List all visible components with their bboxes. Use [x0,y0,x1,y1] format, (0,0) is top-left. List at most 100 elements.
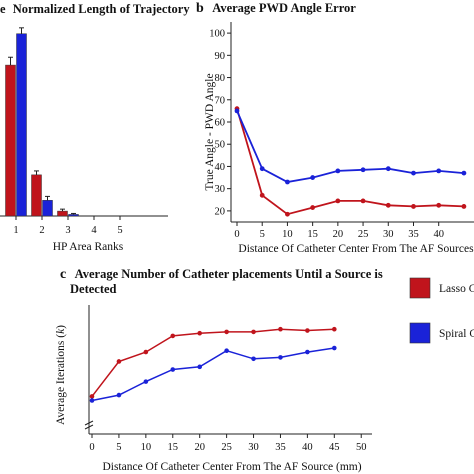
data-point [461,170,467,176]
data-point [251,356,256,362]
y-tick-label: 30 [215,184,226,195]
panel-a-title-text: Normalized Length of Trajectory [13,2,191,16]
x-tick-label: 15 [168,442,179,453]
panel-c-ticks: 0 5 10 15 20 25 30 35 40 45 50 [89,434,366,453]
data-point [335,198,341,204]
data-point [461,204,467,209]
panel-c-ylabel-text: Average Iterations ( [55,334,67,425]
data-point [89,394,95,399]
axis-break [84,424,94,430]
data-point [285,179,290,185]
series-line-0 [236,108,464,216]
y-tick-label: 90 [215,51,226,62]
panel-c-series [89,326,337,403]
panel-c-axes [84,305,372,435]
data-point [385,202,391,208]
x-tick-label: 35 [275,442,286,453]
series-line-1 [236,110,464,183]
x-tick-label: 40 [433,229,444,240]
panel-c: c Average Number of Catheter placements … [55,267,474,473]
data-point [310,205,316,210]
y-tick-label: 40 [215,162,226,173]
data-point [332,326,337,332]
panel-b-ticks: 20 30 40 50 60 70 80 90 100 0 5 10 15 20 25 30 35 40 [209,29,444,240]
data-point [278,326,283,332]
data-point [436,168,442,174]
panel-c-title-text-1: Average Number of Catheter placements Un… [75,267,383,281]
legend-swatch-1 [409,322,431,344]
data-point [285,211,290,217]
data-point [116,392,122,398]
panel-a-title: e Normalized Length of Trajectory [0,2,190,16]
series-line-1 [91,347,335,402]
x-tick-label: 25 [358,229,369,240]
data-point [360,198,366,204]
data-point [305,328,310,333]
x-tick-label: 50 [356,442,367,453]
series-line-0 [91,328,335,397]
panel-c-ylabel: Average Iterations (k) [55,325,67,425]
x-tick-label: 45 [329,442,340,453]
x-tick-label: 10 [282,229,293,240]
data-point [259,192,265,198]
x-tick-label: 0 [89,442,94,453]
panel-b-title-text: Average PWD Angle Error [212,1,356,15]
legend-label-0: Lasso Ca [439,283,474,295]
data-point [170,367,176,372]
bar [42,200,53,217]
x-tick-label: 20 [333,229,344,240]
panel-a-letter: e [0,2,6,16]
data-point [259,166,265,172]
panel-b-xlabel: Distance Of Catheter Center From The AF … [238,243,474,255]
panel-b-ylabel: True Angle - PWD Angle [204,73,216,190]
bar [68,214,79,217]
legend-label-1: Spiral Ca [439,328,474,340]
panel-b-series [234,106,467,217]
x-tick-label: 5 [116,442,121,453]
data-point [411,204,416,209]
y-tick-label: 100 [209,29,225,40]
bar [31,174,42,217]
y-tick-label: 70 [215,95,226,106]
data-point [224,329,229,335]
data-point [332,345,337,351]
data-point [385,166,391,172]
panel-a-x-ticks: 1 2 3 4 5 [13,216,123,236]
x-tick-label: 5 [117,225,122,236]
data-point [170,333,176,339]
y-tick-label: 80 [215,73,226,84]
x-tick-label: 1 [13,225,18,236]
x-tick-label: 30 [383,229,394,240]
panel-c-legend: Lasso Ca Spiral Ca [409,277,474,344]
panel-b-title: b Average PWD Angle Error [196,1,356,16]
panel-a-bars [5,27,79,217]
bar [5,64,16,217]
panel-b: b Average PWD Angle Error True Angle - P… [196,1,474,255]
legend-swatch-0 [409,277,431,299]
panel-b-letter: b [196,1,204,16]
data-point [116,359,122,364]
panel-c-ylabel-tail: ) [55,325,67,329]
x-tick-label: 25 [221,442,232,453]
data-point [411,170,416,176]
data-point [89,398,95,403]
x-tick-label: 40 [302,442,313,453]
panel-a-xlabel: HP Area Ranks [53,241,124,253]
data-point [436,202,442,208]
data-point [224,348,229,354]
axis-break [84,420,94,426]
panel-c-ylabel-k: k [55,328,67,334]
x-tick-label: 3 [65,225,70,236]
bar [16,33,27,217]
y-tick-label: 60 [215,118,226,129]
y-tick-label: 20 [215,206,226,217]
y-tick-label: 50 [215,140,226,151]
panel-c-title-line1: c Average Number of Catheter placements … [60,267,383,282]
x-tick-label: 4 [91,225,97,236]
data-point [251,329,256,335]
x-tick-label: 30 [248,442,259,453]
data-point [143,379,149,384]
x-tick-label: 10 [141,442,152,453]
